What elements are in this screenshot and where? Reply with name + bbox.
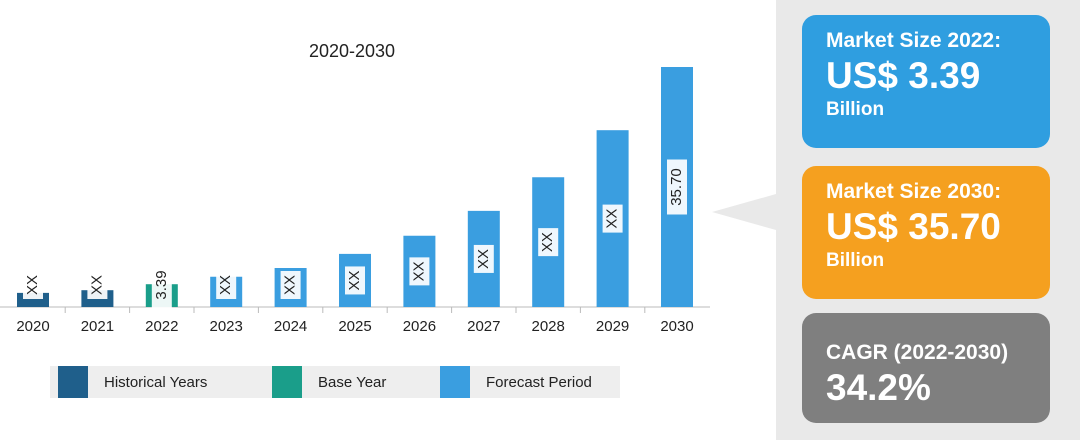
x-tick-label: 2027 bbox=[467, 318, 500, 335]
value-label: XX bbox=[88, 275, 105, 295]
value-label-box bbox=[345, 266, 365, 295]
stat-card: CAGR (2022-2030) 34.2% bbox=[802, 313, 1050, 423]
card-title: CAGR (2022-2030) bbox=[826, 341, 1009, 364]
card-value: US$ 35.70 bbox=[826, 206, 1001, 247]
x-tick-label: 2030 bbox=[660, 318, 693, 335]
x-tick-label: 2028 bbox=[532, 318, 565, 335]
stat-card: Market Size 2022: US$ 3.39 Billion bbox=[802, 15, 1050, 148]
value-label: XX bbox=[217, 275, 234, 295]
value-label-box bbox=[538, 228, 559, 257]
card-value: US$ 3.39 bbox=[826, 55, 981, 96]
value-label: 3.39 bbox=[153, 270, 170, 299]
value-label-box bbox=[473, 244, 494, 273]
x-tick-label: 2026 bbox=[403, 318, 436, 335]
value-label-box bbox=[667, 159, 687, 215]
value-label: XX bbox=[539, 232, 556, 252]
legend-box bbox=[50, 366, 620, 398]
x-tick-label: 2023 bbox=[210, 318, 243, 335]
value-label: XX bbox=[475, 249, 492, 269]
x-tick-label: 2024 bbox=[274, 318, 307, 335]
legend-swatch bbox=[58, 366, 88, 398]
stat-card: Market Size 2030: US$ 35.70 Billion bbox=[802, 166, 1050, 299]
value-label-box bbox=[602, 204, 623, 233]
value-label-box bbox=[151, 262, 172, 308]
legend-label: Forecast Period bbox=[486, 374, 592, 391]
x-tick-label: 2020 bbox=[16, 318, 49, 335]
value-label-box bbox=[216, 271, 237, 299]
value-label: XX bbox=[282, 275, 299, 295]
legend-swatch bbox=[272, 366, 302, 398]
card-value: 34.2% bbox=[826, 367, 931, 408]
value-label-box bbox=[87, 271, 108, 299]
value-label: 35.70 bbox=[668, 168, 685, 206]
card-unit: Billion bbox=[826, 99, 885, 120]
x-tick-label: 2025 bbox=[338, 318, 371, 335]
card-unit: Billion bbox=[826, 250, 885, 271]
value-label-box bbox=[280, 271, 301, 299]
value-label-box bbox=[409, 257, 430, 286]
value-label: XX bbox=[604, 209, 621, 229]
value-label: XX bbox=[346, 270, 363, 290]
value-label: XX bbox=[24, 275, 41, 295]
legend-label: Historical Years bbox=[104, 374, 207, 391]
legend-label: Base Year bbox=[318, 374, 386, 391]
card-title: Market Size 2030: bbox=[826, 180, 1002, 203]
x-tick-label: 2022 bbox=[145, 318, 178, 335]
value-label: XX bbox=[410, 261, 427, 281]
card-title: Market Size 2022: bbox=[826, 29, 1002, 52]
value-label-box bbox=[23, 271, 43, 299]
legend-swatch bbox=[440, 366, 470, 398]
chart-title: 2020-2030 bbox=[309, 41, 395, 61]
x-tick-label: 2029 bbox=[596, 318, 629, 335]
x-tick-label: 2021 bbox=[81, 318, 114, 335]
